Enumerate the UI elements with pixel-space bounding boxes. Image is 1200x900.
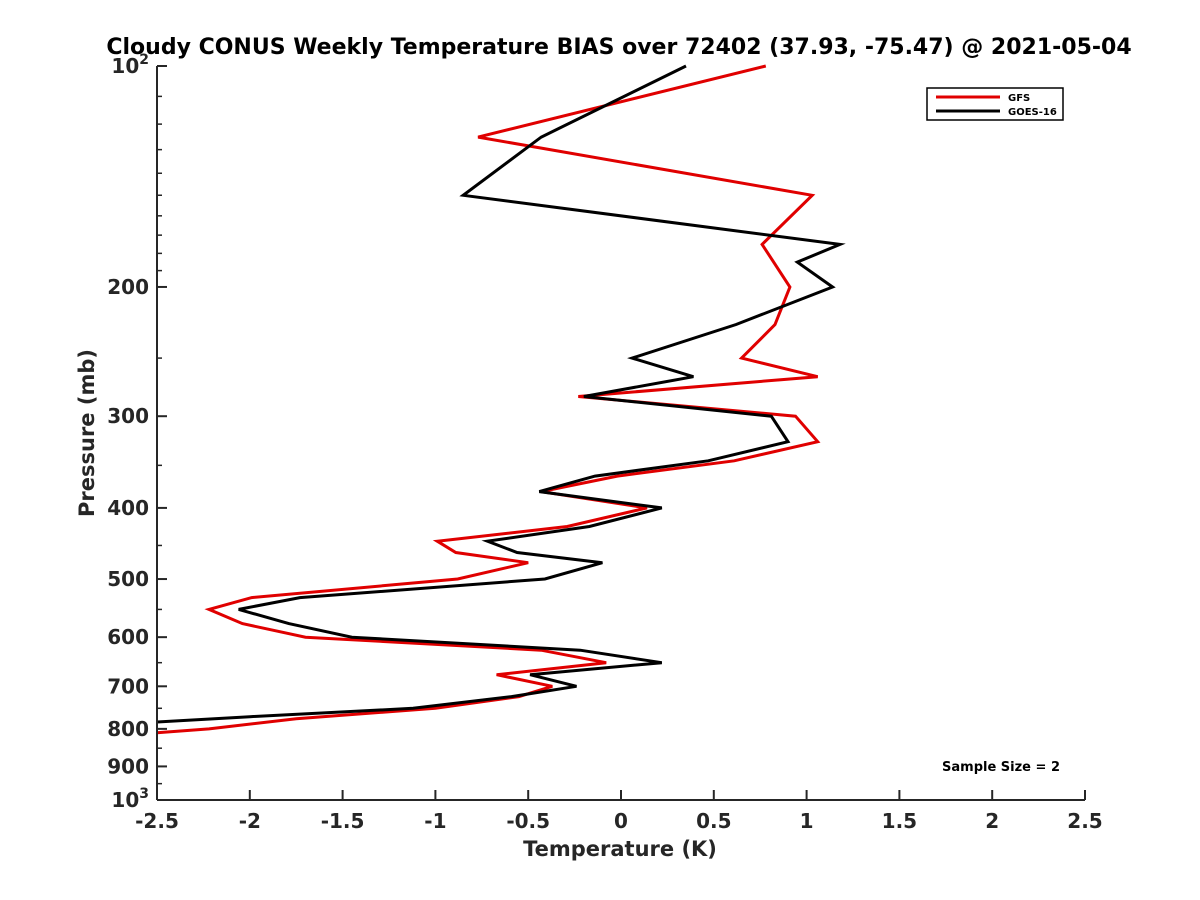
x-tick-label: -2 [239,809,261,833]
x-axis-title: Temperature (K) [523,837,717,861]
x-tick-label: -1 [424,809,446,833]
y-tick-label: 600 [107,625,149,649]
series-line-gfs [157,64,821,735]
x-tick-label: -1.5 [321,809,365,833]
legend-label: GFS [1008,93,1030,104]
y-tick-label: 900 [107,754,149,778]
y-axis-title: Pressure (mb) [75,349,99,517]
y-tick-label: 700 [107,674,149,698]
y-tick-label: 102 [111,52,149,78]
y-tick-label: 200 [107,275,149,299]
legend-label: GOES-16 [1008,107,1057,118]
x-tick-label: 0 [614,809,628,833]
chart-title: Cloudy CONUS Weekly Temperature BIAS ove… [106,35,1131,60]
y-tick-label: 500 [107,567,149,591]
y-tick-label: 300 [107,404,149,428]
legend-box [926,87,1064,121]
sample-size-note: Sample Size = 2 [942,760,1060,775]
axes-layer: -2.5 -2 -1.5 -1 -0.5 0 0.5 1 1.5 2 2.5 102 200 300 400… [107,52,1102,833]
x-tick-label: -2.5 [135,809,179,833]
x-tick-label: 2 [985,809,999,833]
x-tick-label: 0.5 [696,809,731,833]
x-tick-label: -0.5 [506,809,550,833]
x-tick-label: 2.5 [1067,809,1102,833]
series-layer [157,64,846,735]
x-tick-label: 1.5 [882,809,917,833]
legend: GFS GOES-16 [926,87,1064,121]
y-tick-label: 103 [111,786,149,812]
series-line-goes-16 [157,64,846,724]
y-tick-label: 800 [107,717,149,741]
y-tick-label: 400 [107,496,149,520]
x-tick-label: 1 [800,809,814,833]
